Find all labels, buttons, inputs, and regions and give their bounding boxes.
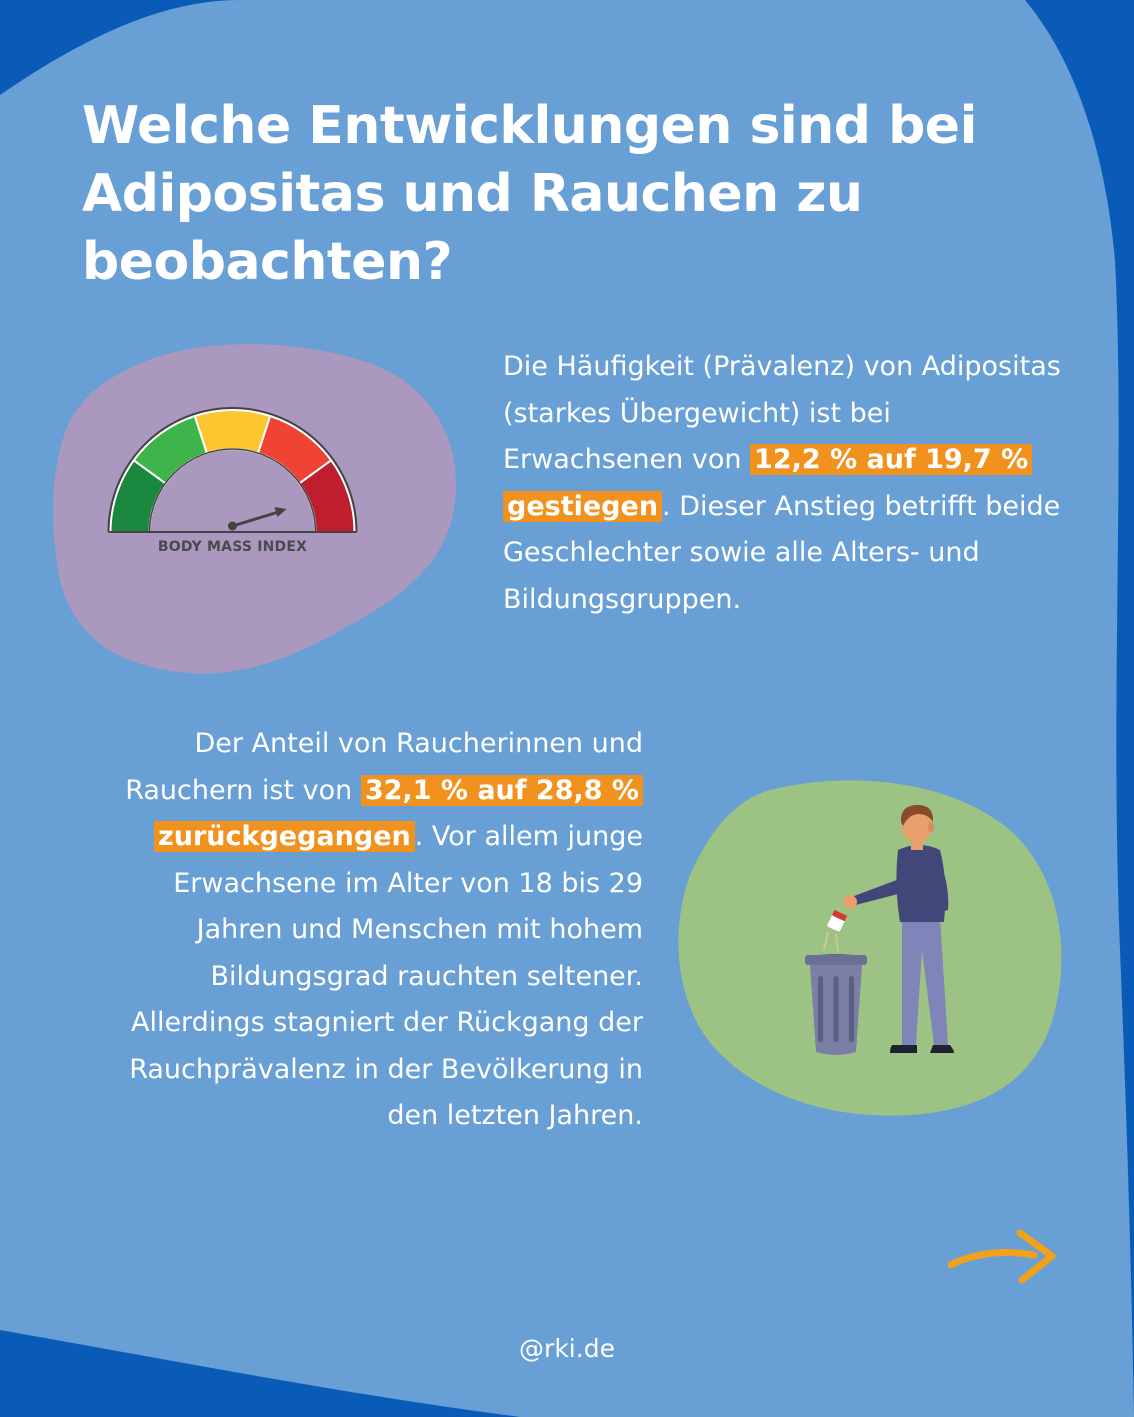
arrow-right-icon[interactable] [948,1225,1058,1287]
gauge-segment-yellow [193,409,272,455]
obesity-text-after: . Dieser Anstieg betrifft beide Geschlec… [503,490,1061,615]
page-title: Welche Entwicklungen sind bei Adipositas… [82,96,977,292]
cigarettes-icon [823,910,847,953]
green-blob [678,780,1062,1116]
gauge-needle [232,510,279,528]
trash-can-icon [805,954,867,1055]
smoking-paragraph: Der Anteil von Raucherinnen und Rauchern… [100,721,643,1140]
purple-blob [53,344,456,674]
obesity-text-before: Die Häufigkeit (Prävalenz) von Adiposita… [503,351,1061,475]
bmi-gauge-icon [107,407,358,533]
gauge-label: BODY MASS INDEX [157,539,308,555]
smoking-text-before: Der Anteil von Raucherinnen und Rauchern… [125,728,643,806]
gauge-arc-outline [107,407,358,533]
gauge-inner-arc-outline [148,448,317,533]
smoking-text-after: . Vor allem junge Erwachsene im Alter vo… [129,821,643,1131]
person-discarding-cigarettes-icon [805,804,954,1055]
footer-handle: @rki.de [519,1334,615,1363]
gauge-needle-tip [274,507,287,517]
obesity-paragraph: Die Häufigkeit (Prävalenz) von Adiposita… [503,344,1073,623]
